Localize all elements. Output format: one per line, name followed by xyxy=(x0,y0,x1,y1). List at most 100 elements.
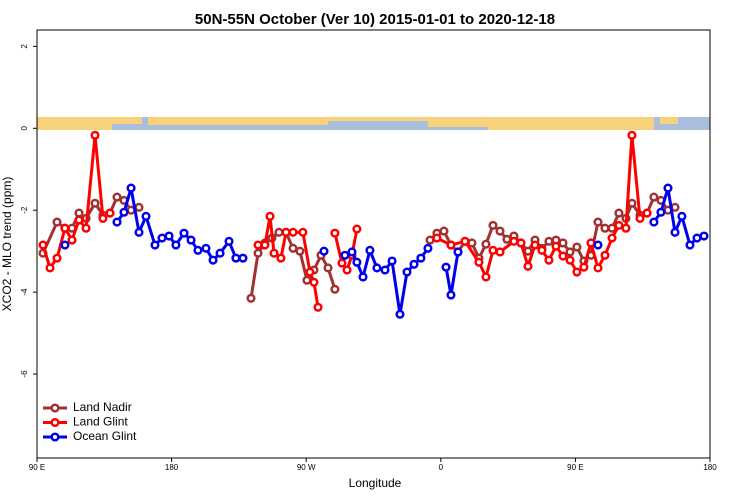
point xyxy=(186,235,196,245)
point xyxy=(579,262,589,272)
legend-marker xyxy=(50,403,60,413)
point xyxy=(372,263,382,273)
point xyxy=(274,227,284,237)
point xyxy=(551,241,561,251)
point xyxy=(157,233,167,243)
x-tick-label: 90 E xyxy=(29,463,45,472)
point xyxy=(201,243,211,253)
point xyxy=(90,198,100,208)
point xyxy=(309,277,319,287)
point xyxy=(105,208,115,218)
x-axis-label: Longitude xyxy=(349,476,402,490)
point xyxy=(253,248,263,258)
point xyxy=(340,250,350,260)
x-tick-label: 180 xyxy=(703,463,717,472)
point xyxy=(171,240,181,250)
point xyxy=(586,238,596,248)
point xyxy=(141,211,151,221)
point xyxy=(416,253,426,263)
point xyxy=(523,261,533,271)
point xyxy=(215,248,225,258)
point xyxy=(627,130,637,140)
point xyxy=(649,192,659,202)
point xyxy=(347,247,357,257)
point xyxy=(179,228,189,238)
legend-label: Ocean Glint xyxy=(73,429,137,443)
point xyxy=(246,293,256,303)
point xyxy=(439,226,449,236)
point xyxy=(74,215,84,225)
plot-frame xyxy=(36,29,711,459)
point xyxy=(692,233,702,243)
point xyxy=(253,240,263,250)
point xyxy=(607,233,617,243)
point xyxy=(305,267,315,277)
point xyxy=(481,239,491,249)
point xyxy=(495,247,505,257)
point xyxy=(446,290,456,300)
point xyxy=(488,220,498,230)
point xyxy=(670,227,680,237)
point xyxy=(90,130,100,140)
point xyxy=(558,238,568,248)
land-band xyxy=(488,117,654,130)
point xyxy=(544,255,554,265)
point xyxy=(150,240,160,250)
point xyxy=(467,238,477,248)
point xyxy=(323,263,333,273)
point xyxy=(425,235,435,245)
point xyxy=(509,236,519,246)
point xyxy=(453,247,463,257)
legend-marker xyxy=(50,432,60,442)
point xyxy=(565,247,575,257)
point xyxy=(614,208,624,218)
point xyxy=(60,240,70,250)
point xyxy=(593,263,603,273)
point xyxy=(265,211,275,221)
point xyxy=(231,253,241,263)
point xyxy=(565,255,575,265)
point xyxy=(699,231,709,241)
point xyxy=(663,183,673,193)
land-band xyxy=(660,117,678,124)
point xyxy=(481,272,491,282)
point xyxy=(495,226,505,236)
x-tick-label: 0 xyxy=(439,463,444,472)
point xyxy=(45,263,55,273)
y-tick-label: -6 xyxy=(20,370,29,378)
land-band xyxy=(148,117,328,125)
point xyxy=(302,275,312,285)
point xyxy=(387,256,397,266)
point xyxy=(298,227,308,237)
point xyxy=(126,183,136,193)
point xyxy=(134,227,144,237)
point xyxy=(474,257,484,267)
point xyxy=(342,265,352,275)
point xyxy=(423,243,433,253)
point xyxy=(607,223,617,233)
point xyxy=(627,198,637,208)
point xyxy=(365,245,375,255)
point xyxy=(74,208,84,218)
point xyxy=(593,240,603,250)
chart-title: 50N-55N October (Ver 10) 2015-01-01 to 2… xyxy=(195,11,555,28)
x-tick-label: 90 E xyxy=(567,463,583,472)
point xyxy=(460,236,470,246)
point xyxy=(614,220,624,230)
point xyxy=(112,192,122,202)
point xyxy=(395,309,405,319)
point xyxy=(193,245,203,255)
point xyxy=(656,207,666,217)
point xyxy=(238,253,248,263)
point xyxy=(319,246,329,256)
x-tick-label: 90 W xyxy=(297,463,316,472)
point xyxy=(38,240,48,250)
land-band xyxy=(328,117,428,121)
point xyxy=(358,272,368,282)
point xyxy=(276,253,286,263)
point xyxy=(402,267,412,277)
point xyxy=(537,245,547,255)
legend-label: Land Nadir xyxy=(73,400,132,414)
point xyxy=(530,240,540,250)
